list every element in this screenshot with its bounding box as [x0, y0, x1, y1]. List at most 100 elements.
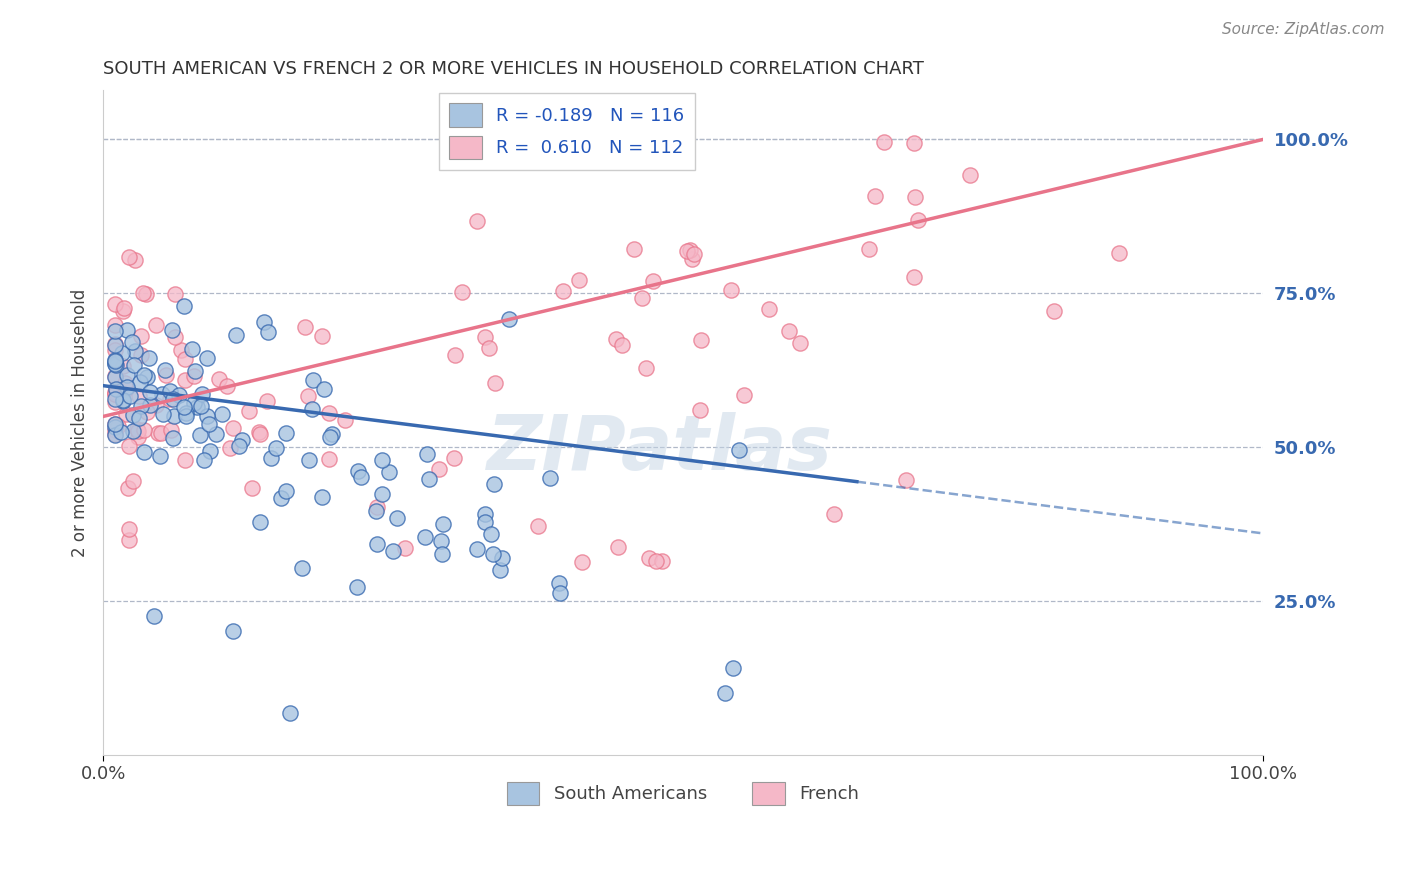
- Point: [111, 346, 134, 360]
- Point: [122, 408, 145, 422]
- Point: [215, 378, 238, 392]
- Point: [104, 392, 127, 407]
- Point: [211, 407, 233, 421]
- Point: [371, 452, 394, 467]
- Point: [180, 342, 202, 356]
- Point: [163, 330, 186, 344]
- Point: [104, 370, 127, 384]
- Point: [128, 410, 150, 425]
- Point: [366, 504, 388, 518]
- Point: [121, 335, 143, 350]
- Point: [366, 537, 388, 551]
- Point: [104, 382, 127, 396]
- Point: [104, 353, 127, 368]
- Point: [605, 332, 627, 346]
- Point: [162, 323, 184, 337]
- Point: [721, 661, 744, 675]
- Point: [122, 424, 145, 438]
- Point: [124, 252, 146, 267]
- Point: [163, 287, 186, 301]
- Point: [260, 451, 283, 466]
- Point: [136, 405, 159, 419]
- Point: [155, 368, 177, 382]
- Point: [198, 417, 221, 431]
- Point: [427, 461, 450, 475]
- Point: [302, 373, 325, 387]
- Point: [641, 274, 664, 288]
- Point: [551, 284, 574, 298]
- Point: [568, 273, 591, 287]
- Point: [484, 376, 506, 390]
- Point: [134, 368, 156, 383]
- Point: [294, 320, 316, 334]
- Point: [416, 447, 439, 461]
- Point: [733, 388, 755, 402]
- Point: [127, 429, 149, 443]
- Point: [146, 426, 169, 441]
- Point: [335, 413, 357, 427]
- Point: [162, 431, 184, 445]
- Point: [163, 409, 186, 423]
- Point: [118, 533, 141, 547]
- Point: [278, 706, 301, 720]
- Point: [159, 423, 181, 437]
- Point: [152, 407, 174, 421]
- Point: [443, 450, 465, 465]
- Point: [104, 369, 127, 384]
- Point: [527, 518, 550, 533]
- Point: [174, 406, 197, 420]
- Y-axis label: 2 or more Vehicles in Household: 2 or more Vehicles in Household: [72, 288, 89, 557]
- Point: [482, 476, 505, 491]
- Point: [104, 387, 127, 401]
- Point: [111, 359, 134, 373]
- Point: [443, 348, 465, 362]
- Point: [143, 608, 166, 623]
- Point: [350, 470, 373, 484]
- Point: [183, 369, 205, 384]
- Point: [104, 343, 127, 357]
- Point: [173, 352, 195, 367]
- Point: [903, 136, 925, 151]
- Point: [118, 250, 141, 264]
- Point: [689, 403, 711, 417]
- Point: [170, 343, 193, 357]
- Point: [256, 393, 278, 408]
- Point: [959, 168, 981, 182]
- Point: [249, 426, 271, 441]
- Point: [481, 547, 503, 561]
- Point: [430, 533, 453, 548]
- Point: [128, 389, 150, 403]
- Point: [115, 368, 138, 382]
- Point: [903, 269, 925, 284]
- Point: [488, 563, 510, 577]
- Point: [249, 515, 271, 529]
- Point: [347, 464, 370, 478]
- Point: [118, 440, 141, 454]
- Point: [124, 343, 146, 358]
- Point: [228, 439, 250, 453]
- Point: [149, 425, 172, 440]
- Point: [195, 351, 218, 365]
- Point: [149, 449, 172, 463]
- Point: [111, 394, 134, 409]
- Point: [159, 392, 181, 407]
- Point: [183, 396, 205, 410]
- Point: [104, 357, 127, 371]
- Point: [474, 515, 496, 529]
- Point: [291, 560, 314, 574]
- Point: [610, 337, 633, 351]
- Point: [110, 425, 132, 440]
- Point: [651, 554, 673, 568]
- Point: [195, 409, 218, 423]
- Point: [231, 434, 253, 448]
- Point: [104, 428, 127, 442]
- Point: [104, 297, 127, 311]
- Point: [153, 362, 176, 376]
- Point: [631, 291, 654, 305]
- Point: [190, 399, 212, 413]
- Point: [381, 544, 404, 558]
- Point: [858, 242, 880, 256]
- Point: [114, 376, 136, 390]
- Point: [104, 420, 127, 434]
- Point: [298, 452, 321, 467]
